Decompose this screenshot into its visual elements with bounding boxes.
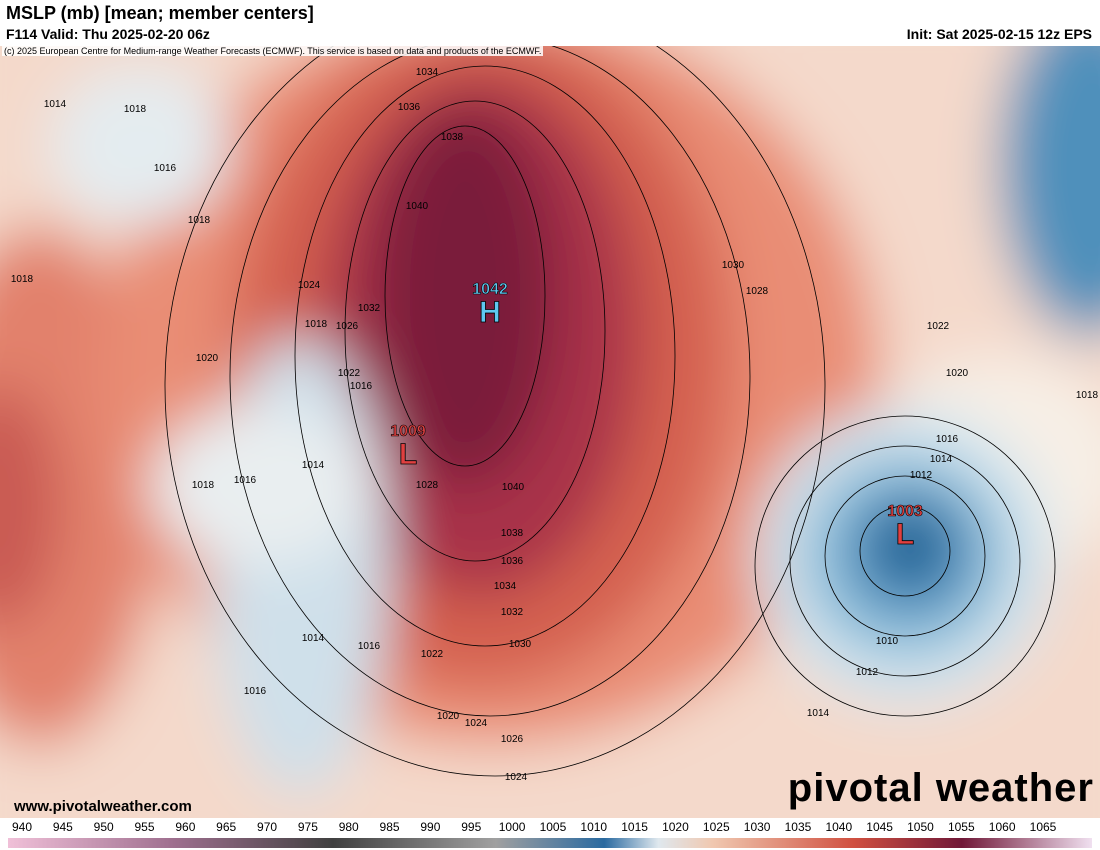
contour-label: 1022	[338, 368, 361, 379]
contour-label: 1012	[856, 667, 879, 678]
pressure-field	[0, 46, 1100, 818]
contour-label: 1038	[441, 132, 464, 143]
contour-label: 1018	[124, 104, 147, 115]
colorbar-tick-label: 990	[420, 820, 440, 834]
contour-label: 1020	[196, 353, 219, 364]
colorbar-tick-label: 1030	[744, 820, 771, 834]
contour-label: 1030	[509, 639, 532, 650]
contour-label: 1018	[1076, 390, 1099, 401]
contour-label: 1036	[398, 102, 421, 113]
colorbar-tick-label: 940	[12, 820, 32, 834]
contour-label: 1034	[416, 67, 439, 78]
contour-label: 1014	[44, 99, 67, 110]
contour-label: 1014	[302, 460, 325, 471]
contour-labels: 1034 1036 1038 1040 1014 1018 1016 1018 1018 1024…	[11, 67, 1099, 783]
valid-time: F114 Valid: Thu 2025-02-20 06z	[6, 26, 210, 42]
colorbar-tick-label: 1065	[1030, 820, 1057, 834]
contour-label: 1028	[746, 286, 769, 297]
contour-label: 1018	[11, 274, 34, 285]
colorbar-tick-label: 995	[461, 820, 481, 834]
contour-label: 1040	[406, 201, 429, 212]
contour-label: 1016	[234, 475, 257, 486]
colorbar-tick-label: 1005	[540, 820, 567, 834]
center-symbol: H	[479, 296, 501, 329]
colorbar-tick-label: 1050	[907, 820, 934, 834]
watermark: pivotal weather	[787, 766, 1094, 810]
contour-label: 1034	[494, 581, 517, 592]
contour-label: 1028	[416, 480, 439, 491]
contour-label: 1012	[910, 470, 933, 481]
colorbar-tick-label: 955	[135, 820, 155, 834]
colorbar-tick-label: 1055	[948, 820, 975, 834]
colorbar-tick-label: 1020	[662, 820, 689, 834]
colorbar-tick-label: 1000	[499, 820, 526, 834]
colorbar-tick-label: 965	[216, 820, 236, 834]
contour-label: 1024	[465, 718, 488, 729]
contour-label: 1016	[358, 641, 381, 652]
contour-label: 1024	[505, 772, 528, 783]
contour-label: 1040	[502, 482, 525, 493]
contour-label: 1036	[501, 556, 524, 567]
credit: (c) 2025 European Centre for Medium-rang…	[2, 46, 544, 56]
colorbar-tick-label: 1035	[785, 820, 812, 834]
center-symbol: L	[896, 518, 914, 551]
contour-label: 1016	[936, 434, 959, 445]
contour-label: 1014	[302, 633, 325, 644]
contour-label: 1024	[298, 280, 321, 291]
contour-label: 1016	[350, 381, 373, 392]
contour-label: 1010	[876, 636, 899, 647]
colorbar-tick-label: 985	[380, 820, 400, 834]
contour-label: 1014	[807, 708, 830, 719]
contour-label: 1018	[188, 215, 211, 226]
contour-label: 1020	[946, 368, 969, 379]
map: 1034 1036 1038 1040 1014 1018 1016 1018 1018 1024…	[0, 46, 1100, 818]
contour-label: 1016	[154, 163, 177, 174]
colorbar-tick-label: 950	[94, 820, 114, 834]
colorbar-tick-label: 1060	[989, 820, 1016, 834]
colorbar-tick-label: 1025	[703, 820, 730, 834]
contour-label: 1026	[336, 321, 359, 332]
contour-label: 1032	[358, 303, 381, 314]
colorbar-tick-label: 945	[53, 820, 73, 834]
site-url: www.pivotalweather.com	[14, 798, 192, 815]
contour-label: 1020	[437, 711, 460, 722]
center-value: 1003	[887, 503, 923, 520]
contour-label: 1026	[501, 734, 524, 745]
contour-label: 1032	[501, 607, 524, 618]
colorbar-tick-label: 1015	[621, 820, 648, 834]
title: MSLP (mb) [mean; member centers]	[6, 3, 314, 23]
contour-label: 1022	[927, 321, 950, 332]
contour-label: 1022	[421, 649, 444, 660]
contour-label: 1038	[501, 528, 524, 539]
center-value: 1009	[390, 423, 426, 440]
contour-label: 1018	[192, 480, 215, 491]
contour-label: 1014	[930, 454, 953, 465]
colorbar-tick-label: 980	[339, 820, 359, 834]
colorbar-tick-label: 1010	[580, 820, 607, 834]
center-symbol: L	[399, 438, 417, 471]
contour-label: 1018	[305, 319, 328, 330]
header: MSLP (mb) [mean; member centers] F114 Va…	[0, 0, 1100, 46]
isobars	[164, 46, 1056, 777]
colorbar-tick-label: 970	[257, 820, 277, 834]
contour-label: 1016	[244, 686, 267, 697]
contour-label: 1030	[722, 260, 745, 271]
colorbar: 940 945 950 955 960 965 970 975 980 985 990 995 1000…	[0, 818, 1100, 850]
colorbar-tick-label: 1040	[825, 820, 852, 834]
colorbar-tick-label: 1045	[866, 820, 893, 834]
center-value: 1042	[472, 281, 508, 298]
init-time: Init: Sat 2025-02-15 12z EPS	[906, 26, 1092, 42]
colorbar-tick-label: 975	[298, 820, 318, 834]
colorbar-tick-label: 960	[175, 820, 195, 834]
